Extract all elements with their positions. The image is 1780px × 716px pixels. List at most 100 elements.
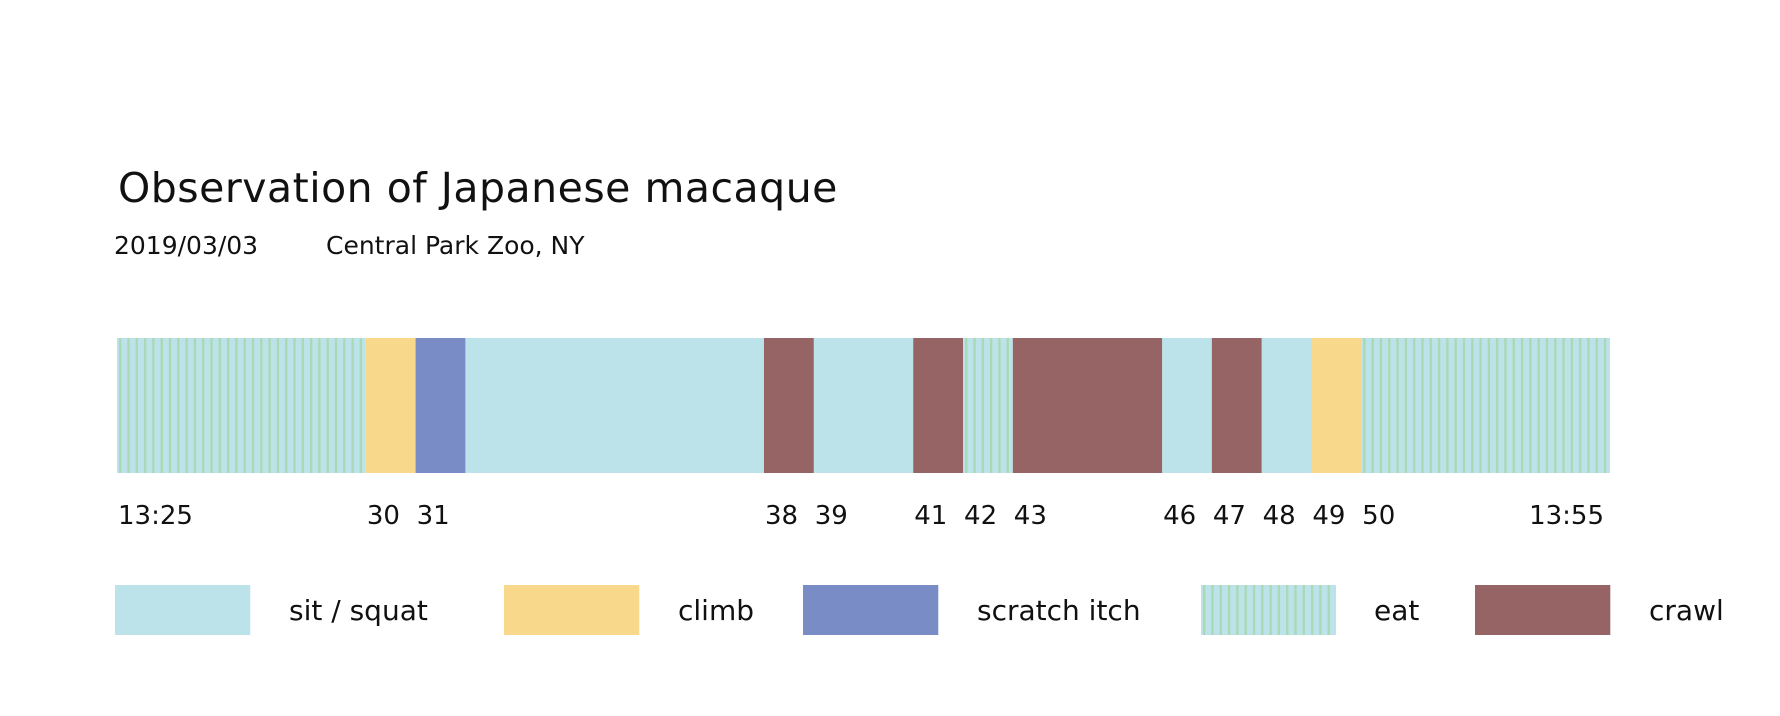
segment-eat-stripe xyxy=(1388,338,1391,473)
segment-eat-stripe xyxy=(1454,338,1457,473)
segment-eat-stripe xyxy=(1371,338,1374,473)
legend-climb-label: climb xyxy=(678,594,754,627)
tick-label: 46 xyxy=(1163,501,1196,531)
legend-climb: climb xyxy=(504,585,754,635)
tick-label: 47 xyxy=(1213,501,1246,531)
legend-eat-swatch-stripe xyxy=(1277,585,1281,635)
legend-eat-swatch-stripe xyxy=(1294,585,1297,635)
segment-eat-stripe xyxy=(185,338,188,473)
legend-eat-swatch-stripe xyxy=(1319,585,1322,635)
segment-eat-stripe xyxy=(1529,338,1532,473)
legend-eat-swatch-stripe xyxy=(1310,585,1314,635)
segment-eat-stripe xyxy=(1504,338,1507,473)
segment-eat-stripe xyxy=(1446,338,1449,473)
segment-eat xyxy=(1361,338,1610,473)
legend-eat-swatch-stripe xyxy=(1227,585,1231,635)
legend-crawl-swatch xyxy=(1475,585,1611,635)
segment-eat-stripe xyxy=(351,338,354,473)
segment-sit-squat xyxy=(1162,338,1213,473)
segment-eat-stripe xyxy=(1603,338,1607,473)
segment-eat-stripe xyxy=(1471,338,1474,473)
segment-crawl xyxy=(913,338,964,473)
tick-label: 31 xyxy=(417,501,450,531)
segment-eat-stripe xyxy=(1512,338,1515,473)
legend-crawl-label: crawl xyxy=(1649,594,1724,627)
tick-label: 43 xyxy=(1014,501,1047,531)
timeline-ticks: 13:25 30 31 38 39 41 42 43 46 47 48 49 50 13:55 xyxy=(118,501,1604,531)
segment-eat-stripe xyxy=(143,338,147,473)
segment-eat-stripe xyxy=(293,338,296,473)
segment-sit-squat xyxy=(813,338,914,473)
legend-scratch-itch: scratch itch xyxy=(803,585,1141,635)
segment-eat-stripe xyxy=(965,338,968,473)
observation-date: 2019/03/03 xyxy=(114,231,259,260)
chart-title: Observation of Japanese macaque xyxy=(118,164,838,212)
tick-label: 50 xyxy=(1362,501,1395,531)
legend-eat-swatch xyxy=(1201,585,1336,635)
segment-eat-stripe xyxy=(1487,338,1491,473)
segment-eat-stripe xyxy=(334,338,338,473)
legend: sit / squat climb scratch itch eat crawl xyxy=(115,585,1724,635)
segment-eat-stripe xyxy=(210,338,213,473)
timeline-segments xyxy=(117,338,1610,473)
segment-eat-stripe xyxy=(260,338,263,473)
segment-eat-stripe xyxy=(359,338,363,473)
segment-crawl xyxy=(763,338,815,473)
segment-eat-stripe xyxy=(1495,338,1499,473)
segment-crawl xyxy=(1211,338,1262,473)
segment-eat-stripe xyxy=(193,338,197,473)
segment-eat-stripe xyxy=(1554,338,1557,473)
segment-eat-stripe xyxy=(1006,338,1009,473)
legend-eat-swatch-stripe xyxy=(1203,585,1206,635)
segment-eat-stripe xyxy=(119,338,122,473)
legend-eat-swatch-stripe xyxy=(1302,585,1305,635)
legend-eat-swatch-stripe xyxy=(1252,585,1256,635)
segment-eat-stripe xyxy=(343,338,346,473)
segment-eat-stripe xyxy=(1462,338,1466,473)
segment-eat-stripe xyxy=(1363,338,1366,473)
segment-eat-stripe xyxy=(1537,338,1540,473)
legend-eat-label: eat xyxy=(1374,594,1419,627)
segment-eat-stripe xyxy=(1421,338,1424,473)
segment-eat-stripe xyxy=(243,338,246,473)
tick-label: 39 xyxy=(815,501,848,531)
segment-eat-stripe xyxy=(1578,338,1582,473)
tick-label: 13:25 xyxy=(118,501,193,531)
segment-eat-stripe xyxy=(218,338,221,473)
segment-eat-stripe xyxy=(1404,338,1408,473)
segment-eat-stripe xyxy=(268,338,271,473)
segment-eat-stripe xyxy=(1520,338,1524,473)
segment-eat-stripe xyxy=(1379,338,1383,473)
segment-eat-stripe xyxy=(235,338,238,473)
legend-scratch-itch-swatch xyxy=(803,585,939,635)
segment-eat-stripe xyxy=(309,338,313,473)
segment-eat-stripe xyxy=(318,338,321,473)
segment-eat-stripe xyxy=(127,338,130,473)
segment-eat-stripe xyxy=(301,338,304,473)
segment-eat-stripe xyxy=(160,338,163,473)
segment-eat-stripe xyxy=(1412,338,1416,473)
segment-eat-stripe xyxy=(202,338,205,473)
legend-crawl: crawl xyxy=(1475,585,1724,635)
legend-eat-swatch-stripe xyxy=(1236,585,1239,635)
legend-eat-swatch-stripe xyxy=(1269,585,1272,635)
legend-eat-swatch-stripe xyxy=(1327,585,1330,635)
tick-label: 41 xyxy=(914,501,947,531)
segment-eat-stripe xyxy=(326,338,329,473)
segment-eat-stripe xyxy=(226,338,230,473)
segment-eat-stripe xyxy=(152,338,155,473)
segment-crawl xyxy=(1012,338,1163,473)
segment-eat-stripe xyxy=(251,338,255,473)
segment-eat-stripe xyxy=(1396,338,1399,473)
segment-eat-stripe xyxy=(1570,338,1574,473)
legend-eat-swatch-stripe xyxy=(1261,585,1264,635)
legend-scratch-itch-label: scratch itch xyxy=(977,594,1141,627)
segment-climb xyxy=(365,338,416,473)
legend-sit-squat: sit / squat xyxy=(115,585,428,635)
tick-label: 13:55 xyxy=(1529,501,1604,531)
tick-label: 49 xyxy=(1312,501,1345,531)
tick-label: 38 xyxy=(765,501,798,531)
legend-eat-swatch-stripe xyxy=(1211,585,1214,635)
segment-eat-stripe xyxy=(135,338,138,473)
